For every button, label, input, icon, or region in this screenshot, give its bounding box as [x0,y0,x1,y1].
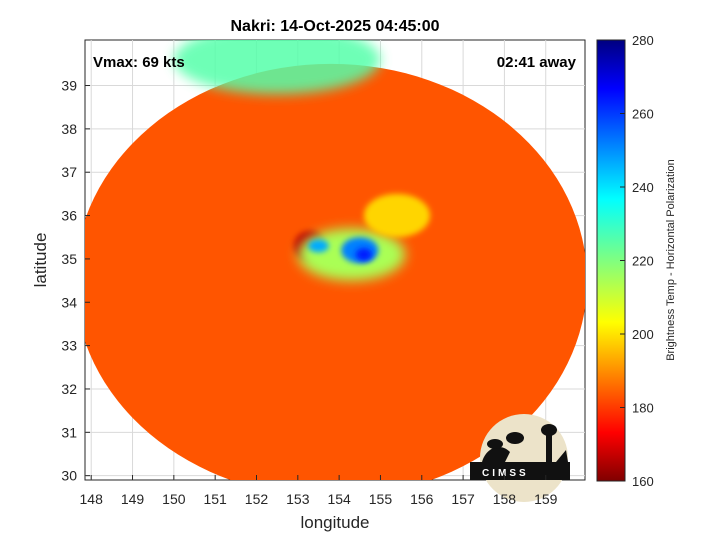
vmax-annotation: Vmax: 69 kts [93,54,185,71]
y-tick-label: 37 [61,164,77,180]
x-tick-label: 149 [121,491,145,507]
y-tick-label: 38 [61,121,77,137]
colorbar-tick-label: 180 [632,401,654,416]
colorbar-tick-label: 220 [632,254,654,269]
x-tick-label: 154 [327,491,351,507]
x-tick-label: 150 [162,491,186,507]
x-tick-label: 152 [245,491,269,507]
y-tick-label: 30 [61,468,77,484]
colorbar-tick-label: 200 [632,327,654,342]
x-tick-label: 155 [369,491,393,507]
x-axis: 148 149 150 151 152 153 154 155 156 157 158 159 [80,475,558,507]
y-tick-label: 31 [61,424,77,440]
x-tick-label: 156 [410,491,434,507]
y-axis: 30 31 32 33 34 35 36 37 38 39 [61,78,90,484]
colorbar-tick-label: 240 [632,180,654,195]
colorbar-tick-label: 160 [632,474,654,489]
x-tick-label: 153 [286,491,310,507]
chart-title: Nakri: 14-Oct-2025 04:45:00 [230,18,439,35]
y-tick-label: 34 [61,294,77,310]
band-region [363,193,431,238]
x-tick-label: 158 [493,491,517,507]
x-tick-label: 151 [203,491,227,507]
y-tick-label: 39 [61,78,77,94]
logo-text: CIMSS [482,468,529,479]
y-tick-label: 33 [61,338,77,354]
convection-core-region [355,248,373,262]
colorbar-tick-label: 260 [632,107,654,122]
y-tick-label: 35 [61,251,77,267]
colorbar-ticks: 160 180 200 220 240 260 280 [620,33,654,489]
convection-region [308,239,329,253]
heatmap-layer [85,40,585,480]
x-tick-label: 159 [534,491,558,507]
y-tick-label: 32 [61,381,77,397]
clear-edge-region [173,40,381,95]
y-axis-label: latitude [31,233,50,288]
colorbar-tick-label: 280 [632,33,654,48]
x-tick-label: 148 [80,491,104,507]
colorbar-label: Brightness Temp - Horizontal Polarizatio… [665,159,677,361]
microwave-swath [85,40,585,480]
x-axis-label: longitude [300,513,369,532]
y-tick-label: 36 [61,208,77,224]
x-tick-label: 157 [451,491,475,507]
time-away-annotation: 02:41 away [497,54,577,71]
